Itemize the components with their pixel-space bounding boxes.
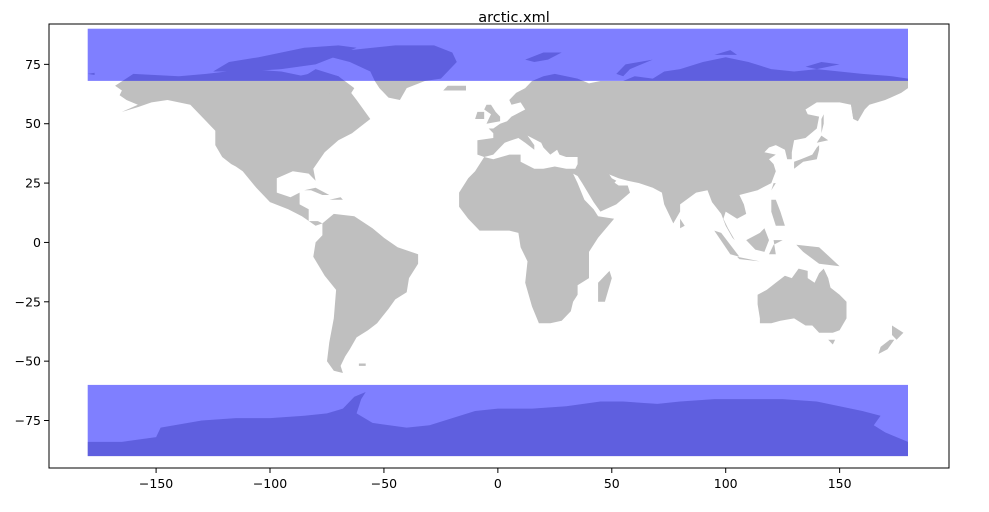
land-cuba	[304, 187, 330, 195]
y-tick-label: 50	[25, 116, 41, 131]
land-arabia-gulf-filler	[607, 171, 617, 186]
land-iceland	[443, 85, 466, 91]
highlight-region-2	[87, 384, 908, 457]
y-tick-label: −75	[15, 413, 41, 428]
y-tick-label: −25	[15, 294, 41, 309]
y-tick-label: −50	[15, 354, 41, 369]
land-hokkaido	[816, 135, 829, 143]
highlight-region-1	[87, 28, 908, 81]
land-ireland	[475, 111, 485, 119]
land-sulawesi	[769, 240, 783, 255]
land-hispaniola	[329, 197, 343, 200]
x-tick-label: 0	[494, 476, 502, 491]
land-sakhalin	[821, 114, 824, 134]
land-uk	[484, 104, 501, 124]
land-tasmania	[828, 339, 836, 345]
land-sri-lanka	[680, 218, 685, 229]
land-kamchatka	[851, 100, 870, 122]
land-madagascar	[598, 270, 612, 302]
x-tick-label: −150	[139, 476, 173, 491]
land-south-america	[313, 213, 419, 373]
y-tick-label: 0	[33, 235, 41, 250]
land-africa-eurasia	[459, 57, 908, 324]
x-axis-ticks: −150 −100 −50 0 50 100 150	[139, 468, 852, 491]
land-java	[737, 256, 760, 262]
land-falklands	[358, 363, 366, 366]
land-australia	[757, 268, 847, 333]
land-sumatra	[714, 230, 740, 257]
axes-frame	[48, 23, 950, 469]
land-japan	[794, 145, 820, 169]
x-tick-label: −100	[253, 476, 287, 491]
land-new-zealand-south	[878, 339, 895, 354]
y-tick-label: 25	[25, 176, 41, 191]
land-taiwan	[771, 183, 776, 191]
y-tick-label: 75	[25, 57, 41, 72]
y-axis-ticks: 75 50 25 0 −25 −50 −75	[15, 57, 49, 428]
land-borneo	[746, 228, 769, 252]
x-tick-label: 100	[714, 476, 738, 491]
x-tick-label: 150	[828, 476, 852, 491]
land-new-zealand-north	[892, 325, 904, 340]
land-new-guinea	[796, 244, 840, 267]
chart-title: arctic.xml	[478, 10, 550, 26]
highlight-regions	[87, 28, 908, 457]
land-north-america	[115, 69, 371, 226]
land-philippines	[771, 199, 785, 226]
x-tick-label: −50	[371, 476, 397, 491]
x-tick-label: 50	[604, 476, 620, 491]
